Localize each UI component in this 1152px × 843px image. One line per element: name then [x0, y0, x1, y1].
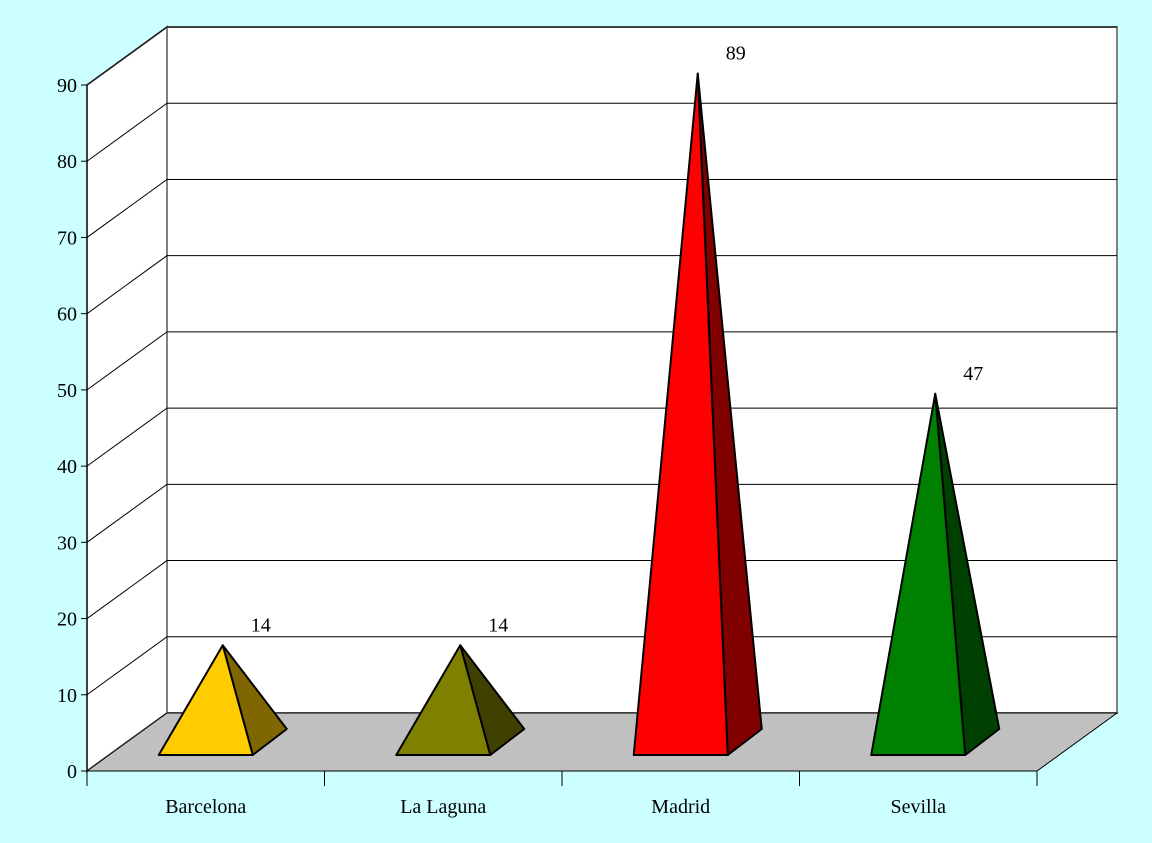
data-label: 89 — [726, 43, 746, 65]
y-tick-label: 10 — [57, 685, 77, 707]
data-label: 47 — [963, 363, 983, 385]
pyramid-bar — [395, 644, 526, 756]
pyramid-bar — [870, 392, 1001, 756]
y-tick-label: 60 — [57, 304, 77, 326]
y-tick-label: 90 — [57, 75, 77, 97]
bars — [157, 72, 1001, 756]
gridline — [86, 255, 1117, 315]
y-tick-label: 70 — [57, 227, 77, 249]
data-label: 14 — [251, 614, 271, 636]
pyramid-front-face — [395, 644, 492, 756]
data-label: 14 — [488, 614, 508, 636]
y-tick-label: 20 — [57, 609, 77, 631]
x-tick-label: Barcelona — [165, 796, 246, 818]
y-tick-label: 30 — [57, 532, 77, 554]
pyramid-front-face — [632, 72, 729, 756]
side-wall — [86, 25, 168, 773]
gridline — [86, 178, 1117, 238]
x-tick-label: La Laguna — [400, 796, 486, 818]
gridline — [86, 483, 1117, 543]
y-axis: 0 10 20 30 40 50 60 70 80 90 — [57, 75, 88, 783]
gridline — [86, 102, 1117, 162]
pyramid-front-face — [157, 644, 254, 756]
pyramid-bar — [157, 644, 288, 756]
x-tick-label: Sevilla — [890, 796, 946, 818]
gridline — [86, 331, 1117, 391]
x-tick-label: Madrid — [651, 796, 710, 818]
y-tick-label: 40 — [57, 456, 77, 478]
y-tick-label: 80 — [57, 151, 77, 173]
pyramid-front-face — [870, 392, 967, 756]
pyramid-bar — [632, 72, 763, 756]
y-tick-label: 50 — [57, 380, 77, 402]
gridline — [86, 636, 1117, 696]
gridline — [86, 560, 1117, 619]
x-axis: Barcelona La Laguna Madrid Sevilla — [86, 770, 1038, 818]
gridline — [86, 26, 1117, 86]
gridline — [86, 407, 1117, 467]
data-labels: 14 14 89 47 — [251, 43, 984, 637]
y-tick-label: 0 — [67, 761, 77, 783]
gridlines — [86, 26, 1117, 696]
